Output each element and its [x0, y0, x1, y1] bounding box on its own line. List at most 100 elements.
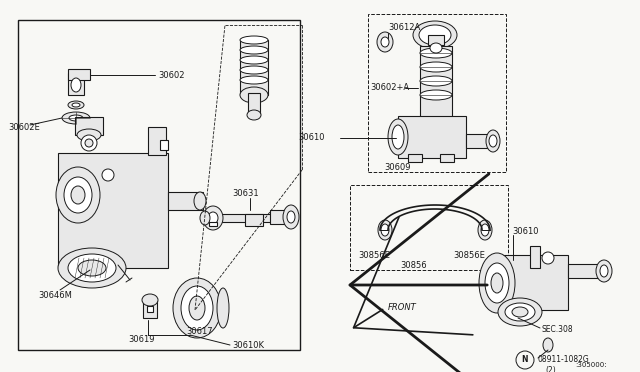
Ellipse shape — [78, 260, 106, 276]
Ellipse shape — [240, 87, 268, 103]
Ellipse shape — [189, 296, 205, 320]
Ellipse shape — [489, 135, 497, 147]
Bar — [68, 73, 84, 95]
Text: 30602+A: 30602+A — [370, 83, 409, 93]
Ellipse shape — [102, 169, 114, 181]
Bar — [240, 40, 268, 95]
Bar — [398, 116, 466, 158]
Ellipse shape — [240, 46, 268, 54]
Ellipse shape — [58, 248, 126, 288]
Ellipse shape — [420, 90, 452, 100]
Ellipse shape — [420, 76, 452, 86]
Bar — [75, 117, 103, 135]
Ellipse shape — [600, 265, 608, 277]
Text: 30610: 30610 — [512, 228, 538, 237]
Ellipse shape — [240, 36, 268, 44]
Bar — [270, 210, 288, 224]
Ellipse shape — [71, 186, 85, 204]
Text: 30856: 30856 — [400, 260, 427, 269]
Ellipse shape — [72, 103, 80, 107]
Ellipse shape — [498, 298, 542, 326]
Bar — [530, 246, 540, 268]
Text: 30602: 30602 — [158, 71, 184, 80]
Bar — [368, 14, 506, 172]
Ellipse shape — [142, 294, 158, 306]
Ellipse shape — [200, 211, 210, 225]
Ellipse shape — [64, 177, 92, 213]
Text: 30631: 30631 — [232, 189, 259, 198]
Bar — [148, 127, 166, 155]
Ellipse shape — [543, 338, 553, 352]
Text: 08911-1082G: 08911-1082G — [537, 356, 589, 365]
Ellipse shape — [505, 303, 535, 321]
Ellipse shape — [381, 37, 389, 47]
Ellipse shape — [479, 253, 515, 313]
Text: 30609: 30609 — [385, 164, 412, 173]
Text: 30612A: 30612A — [388, 23, 420, 32]
Text: 30619: 30619 — [128, 336, 154, 344]
Bar — [209, 222, 217, 226]
Ellipse shape — [62, 112, 90, 124]
Bar — [500, 255, 568, 310]
Ellipse shape — [194, 192, 206, 210]
Ellipse shape — [430, 43, 442, 53]
Ellipse shape — [388, 119, 408, 155]
Ellipse shape — [283, 205, 299, 229]
Ellipse shape — [486, 130, 500, 152]
Ellipse shape — [85, 139, 93, 147]
Text: (2): (2) — [545, 366, 556, 372]
Ellipse shape — [71, 78, 81, 92]
Ellipse shape — [491, 273, 503, 293]
Bar — [160, 140, 168, 150]
Bar — [420, 46, 452, 118]
Ellipse shape — [217, 288, 229, 328]
Text: 30602E: 30602E — [8, 122, 40, 131]
Ellipse shape — [173, 278, 221, 338]
Bar — [440, 154, 454, 162]
Bar — [143, 300, 157, 318]
Ellipse shape — [240, 76, 268, 84]
Bar — [18, 20, 300, 350]
Ellipse shape — [287, 211, 295, 223]
Ellipse shape — [381, 224, 389, 236]
Bar — [68, 69, 90, 80]
Text: 30646M: 30646M — [38, 291, 72, 299]
Bar — [408, 154, 422, 162]
Bar — [245, 214, 263, 226]
Ellipse shape — [377, 32, 393, 52]
Ellipse shape — [485, 263, 509, 303]
Ellipse shape — [378, 220, 392, 240]
Text: FRONT: FRONT — [388, 302, 417, 311]
Ellipse shape — [419, 25, 451, 45]
Text: 30856E: 30856E — [453, 250, 485, 260]
Ellipse shape — [203, 206, 223, 230]
Bar — [147, 306, 153, 312]
Bar — [58, 153, 168, 268]
Ellipse shape — [181, 286, 213, 330]
Text: SEC.308: SEC.308 — [542, 326, 573, 334]
Text: N: N — [522, 356, 528, 365]
Text: :305000:: :305000: — [575, 362, 607, 368]
Ellipse shape — [69, 115, 83, 121]
Ellipse shape — [413, 21, 457, 49]
Bar — [248, 93, 260, 115]
Text: 30610K: 30610K — [232, 340, 264, 350]
Ellipse shape — [208, 212, 218, 224]
Text: 30617: 30617 — [187, 327, 213, 337]
Ellipse shape — [420, 48, 452, 58]
Ellipse shape — [478, 220, 492, 240]
Ellipse shape — [512, 307, 528, 317]
Ellipse shape — [56, 167, 100, 223]
Ellipse shape — [240, 56, 268, 64]
Ellipse shape — [240, 66, 268, 74]
Bar — [466, 134, 496, 148]
Bar — [218, 214, 273, 222]
Ellipse shape — [542, 252, 554, 264]
Ellipse shape — [81, 135, 97, 151]
Ellipse shape — [481, 224, 489, 236]
Bar — [168, 192, 203, 210]
Text: 30610: 30610 — [298, 134, 325, 142]
Text: 30856E: 30856E — [358, 250, 390, 260]
Ellipse shape — [392, 125, 404, 149]
Bar — [428, 35, 444, 45]
